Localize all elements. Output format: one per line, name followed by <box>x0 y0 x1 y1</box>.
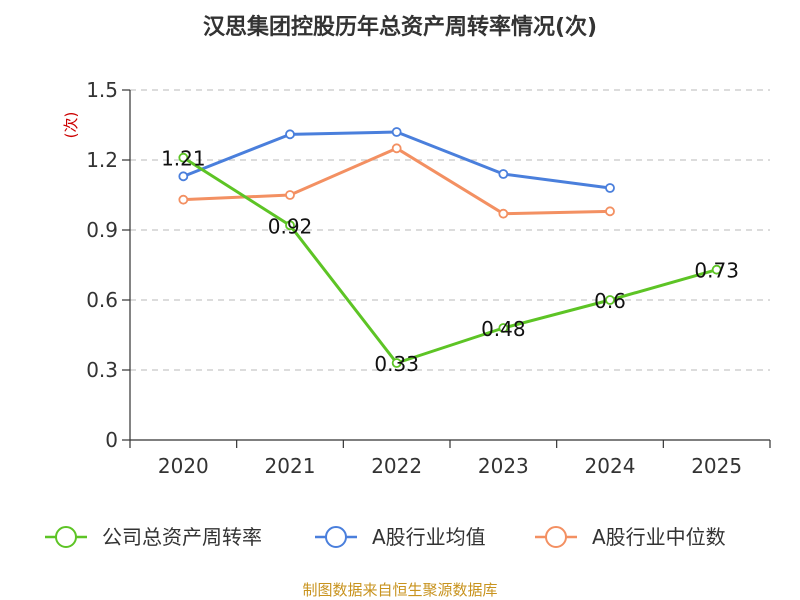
data-point[interactable] <box>178 152 189 163</box>
data-point[interactable] <box>391 127 402 137</box>
legend-item-1[interactable]: A股行业均值 <box>315 525 486 549</box>
data-point[interactable] <box>498 169 509 179</box>
legend-item-0[interactable]: 公司总资产周转率 <box>45 525 262 549</box>
data-point[interactable] <box>498 208 509 219</box>
data-point[interactable] <box>498 323 509 333</box>
data-label: 0.48 <box>481 317 526 341</box>
x-tick-label: 2025 <box>691 454 742 478</box>
legend-label: A股行业中位数 <box>592 525 726 549</box>
data-point[interactable] <box>391 143 402 154</box>
y-tick-label: 0.6 <box>86 288 118 312</box>
data-point[interactable] <box>605 295 615 305</box>
x-tick-label: 2022 <box>371 454 422 478</box>
y-tick-label: 0.9 <box>86 218 118 242</box>
series-layer: 1.21 0.92 0.33 0.48 0.6 0.73 <box>161 127 739 376</box>
data-label: 0.92 <box>268 214 313 238</box>
data-point[interactable] <box>285 129 295 140</box>
data-point[interactable] <box>285 190 295 200</box>
grid <box>130 89 770 371</box>
y-tick-label: 0.3 <box>86 358 118 382</box>
data-point[interactable] <box>285 220 295 231</box>
data-label: 0.73 <box>694 259 739 283</box>
data-point[interactable] <box>178 171 189 182</box>
y-axis-label: (次) <box>62 112 80 139</box>
chart-title: 汉思集团控股历年总资产周转率情况(次) <box>203 14 597 40</box>
legend-label: A股行业均值 <box>372 525 486 549</box>
series-1 <box>178 127 615 193</box>
legend-marker <box>55 526 77 548</box>
series-2 <box>178 143 615 219</box>
y-tick-label: 0 <box>105 428 118 452</box>
axes: 0 0.3 0.6 0.9 1.2 1.5 2020 2021 2022 2023 2024 2025 <box>86 78 771 478</box>
legend-marker <box>545 526 567 548</box>
data-label: 0.6 <box>594 289 626 313</box>
legend-label: 公司总资产周转率 <box>102 525 262 549</box>
legend-marker <box>325 526 347 548</box>
y-tick-label: 1.5 <box>86 78 118 102</box>
legend-item-2[interactable]: A股行业中位数 <box>535 525 726 549</box>
x-tick-label: 2023 <box>478 454 529 478</box>
y-tick-label: 1.2 <box>86 148 118 172</box>
series-line <box>182 156 718 365</box>
data-point[interactable] <box>178 194 189 205</box>
x-tick-label: 2020 <box>158 454 209 478</box>
data-point[interactable] <box>605 183 615 193</box>
data-label: 0.33 <box>374 352 419 376</box>
source-note: 制图数据来自恒生聚源数据库 <box>302 581 497 599</box>
data-point[interactable] <box>391 358 402 368</box>
data-point[interactable] <box>711 264 722 275</box>
data-label: 1.21 <box>161 147 206 171</box>
x-tick-label: 2021 <box>265 454 316 478</box>
x-tick-label: 2024 <box>585 454 636 478</box>
series-0: 1.21 0.92 0.33 0.48 0.6 0.73 <box>161 147 739 376</box>
data-point[interactable] <box>605 206 615 217</box>
legend[interactable]: 公司总资产周转率 A股行业均值 A股行业中位数 <box>45 525 726 549</box>
